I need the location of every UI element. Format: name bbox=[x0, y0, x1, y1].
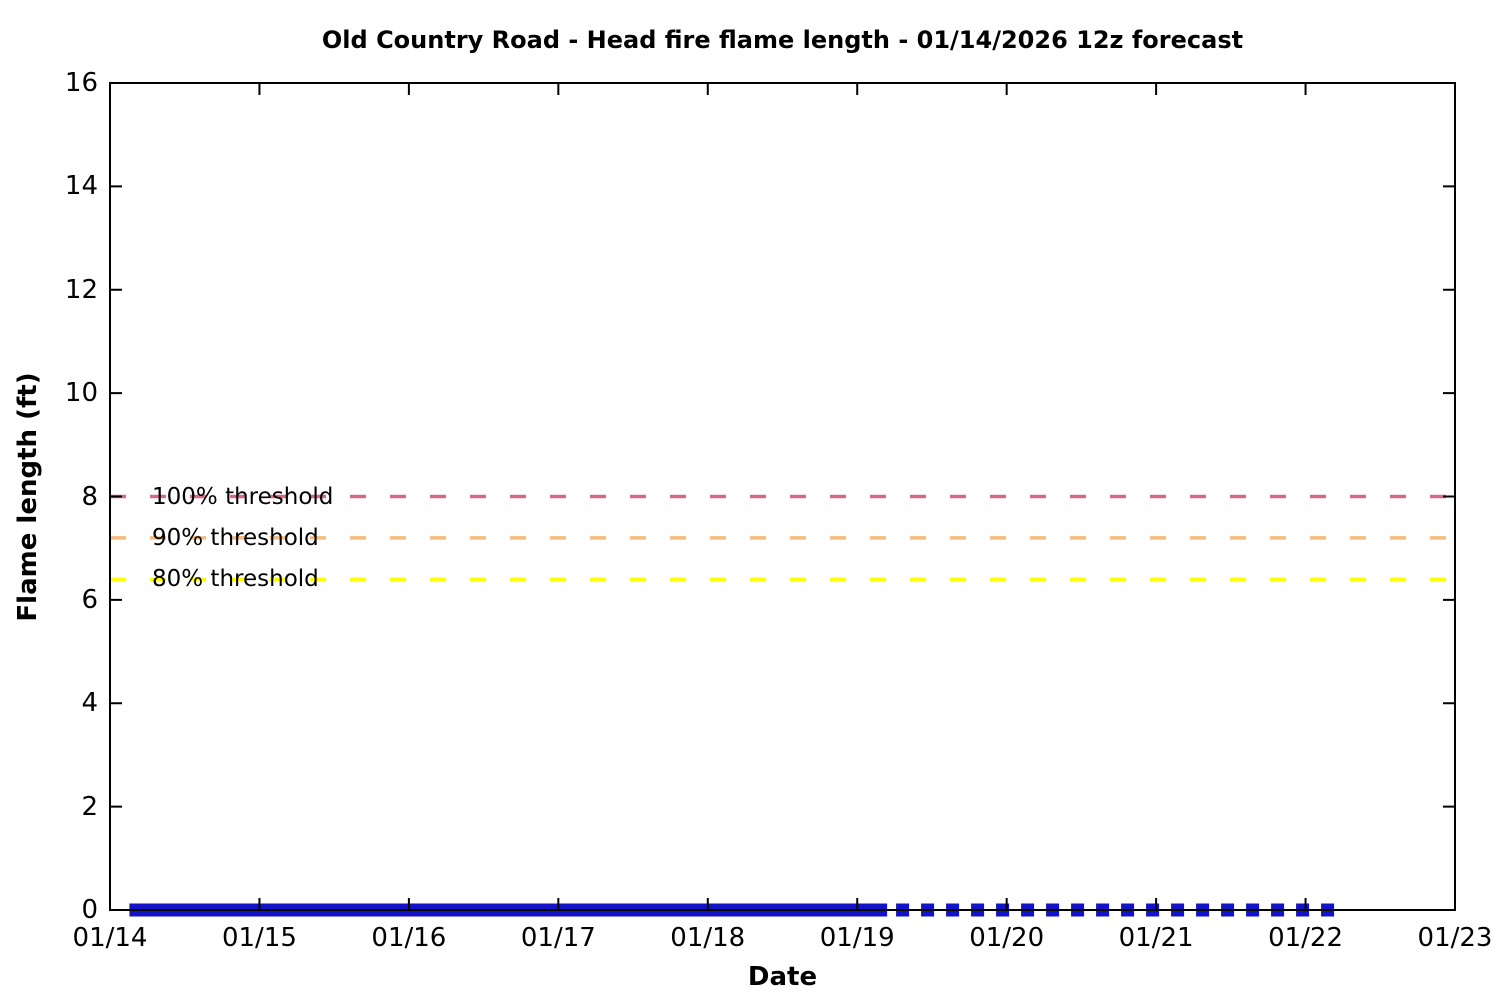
y-tick-label: 6 bbox=[81, 584, 98, 615]
x-tick-label: 01/17 bbox=[520, 923, 596, 953]
y-tick-label: 8 bbox=[81, 481, 98, 512]
threshold-80-label: 80% threshold bbox=[152, 566, 319, 593]
x-tick-label: 01/18 bbox=[670, 923, 746, 953]
y-tick-label: 0 bbox=[81, 895, 98, 925]
y-tick-label: 2 bbox=[81, 791, 98, 822]
x-tick-label: 01/19 bbox=[819, 923, 895, 953]
y-tick-label: 16 bbox=[64, 68, 98, 98]
x-axis-label: Date bbox=[747, 962, 818, 992]
y-tick-label: 10 bbox=[64, 378, 98, 409]
x-tick-label: 01/22 bbox=[1268, 923, 1344, 953]
x-tick-label: 01/20 bbox=[969, 923, 1045, 953]
x-tick-label: 01/21 bbox=[1118, 923, 1194, 953]
threshold-100-label: 100% threshold bbox=[152, 483, 334, 510]
x-tick-label: 01/14 bbox=[72, 923, 148, 953]
y-tick-label: 14 bbox=[64, 171, 98, 202]
x-tick-label: 01/15 bbox=[221, 923, 297, 953]
threshold-90-label: 90% threshold bbox=[152, 524, 319, 551]
x-tick-label: 01/16 bbox=[371, 923, 447, 953]
x-tick-label: 01/23 bbox=[1417, 923, 1493, 953]
chart-title: Old Country Road - Head fire flame lengt… bbox=[321, 26, 1244, 54]
y-tick-label: 4 bbox=[81, 688, 98, 719]
y-tick-label: 12 bbox=[64, 274, 98, 305]
